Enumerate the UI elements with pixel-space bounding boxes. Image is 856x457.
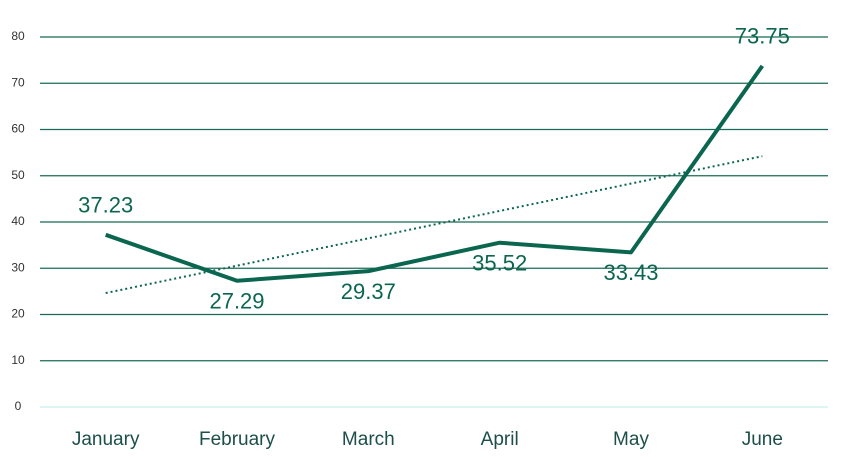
data-label: 27.29 — [209, 289, 264, 314]
y-tick-label: 40 — [11, 214, 25, 228]
y-tick-label: 50 — [11, 168, 25, 182]
trendline — [105, 155, 763, 295]
x-tick-label: January — [72, 429, 140, 450]
y-tick-label: 30 — [11, 260, 25, 274]
x-tick-label: March — [342, 429, 395, 450]
x-tick-label: June — [742, 429, 783, 450]
data-label: 29.37 — [341, 279, 396, 304]
y-tick-label: 10 — [11, 353, 25, 367]
y-tick-label: 70 — [11, 75, 25, 89]
x-tick-label: April — [481, 429, 519, 450]
x-tick-label: May — [613, 429, 649, 450]
line — [105, 64, 764, 283]
y-tick-label: 60 — [11, 122, 25, 136]
y-tick-label: 80 — [11, 29, 25, 43]
y-tick-label: 0 — [15, 399, 22, 413]
x-tick-label: February — [199, 429, 276, 450]
data-label: 35.52 — [472, 251, 527, 276]
y-tick-label: 20 — [11, 307, 25, 321]
data-label: 33.43 — [603, 260, 658, 285]
data-label: 37.23 — [78, 193, 133, 218]
data-label: 73.75 — [735, 24, 790, 49]
